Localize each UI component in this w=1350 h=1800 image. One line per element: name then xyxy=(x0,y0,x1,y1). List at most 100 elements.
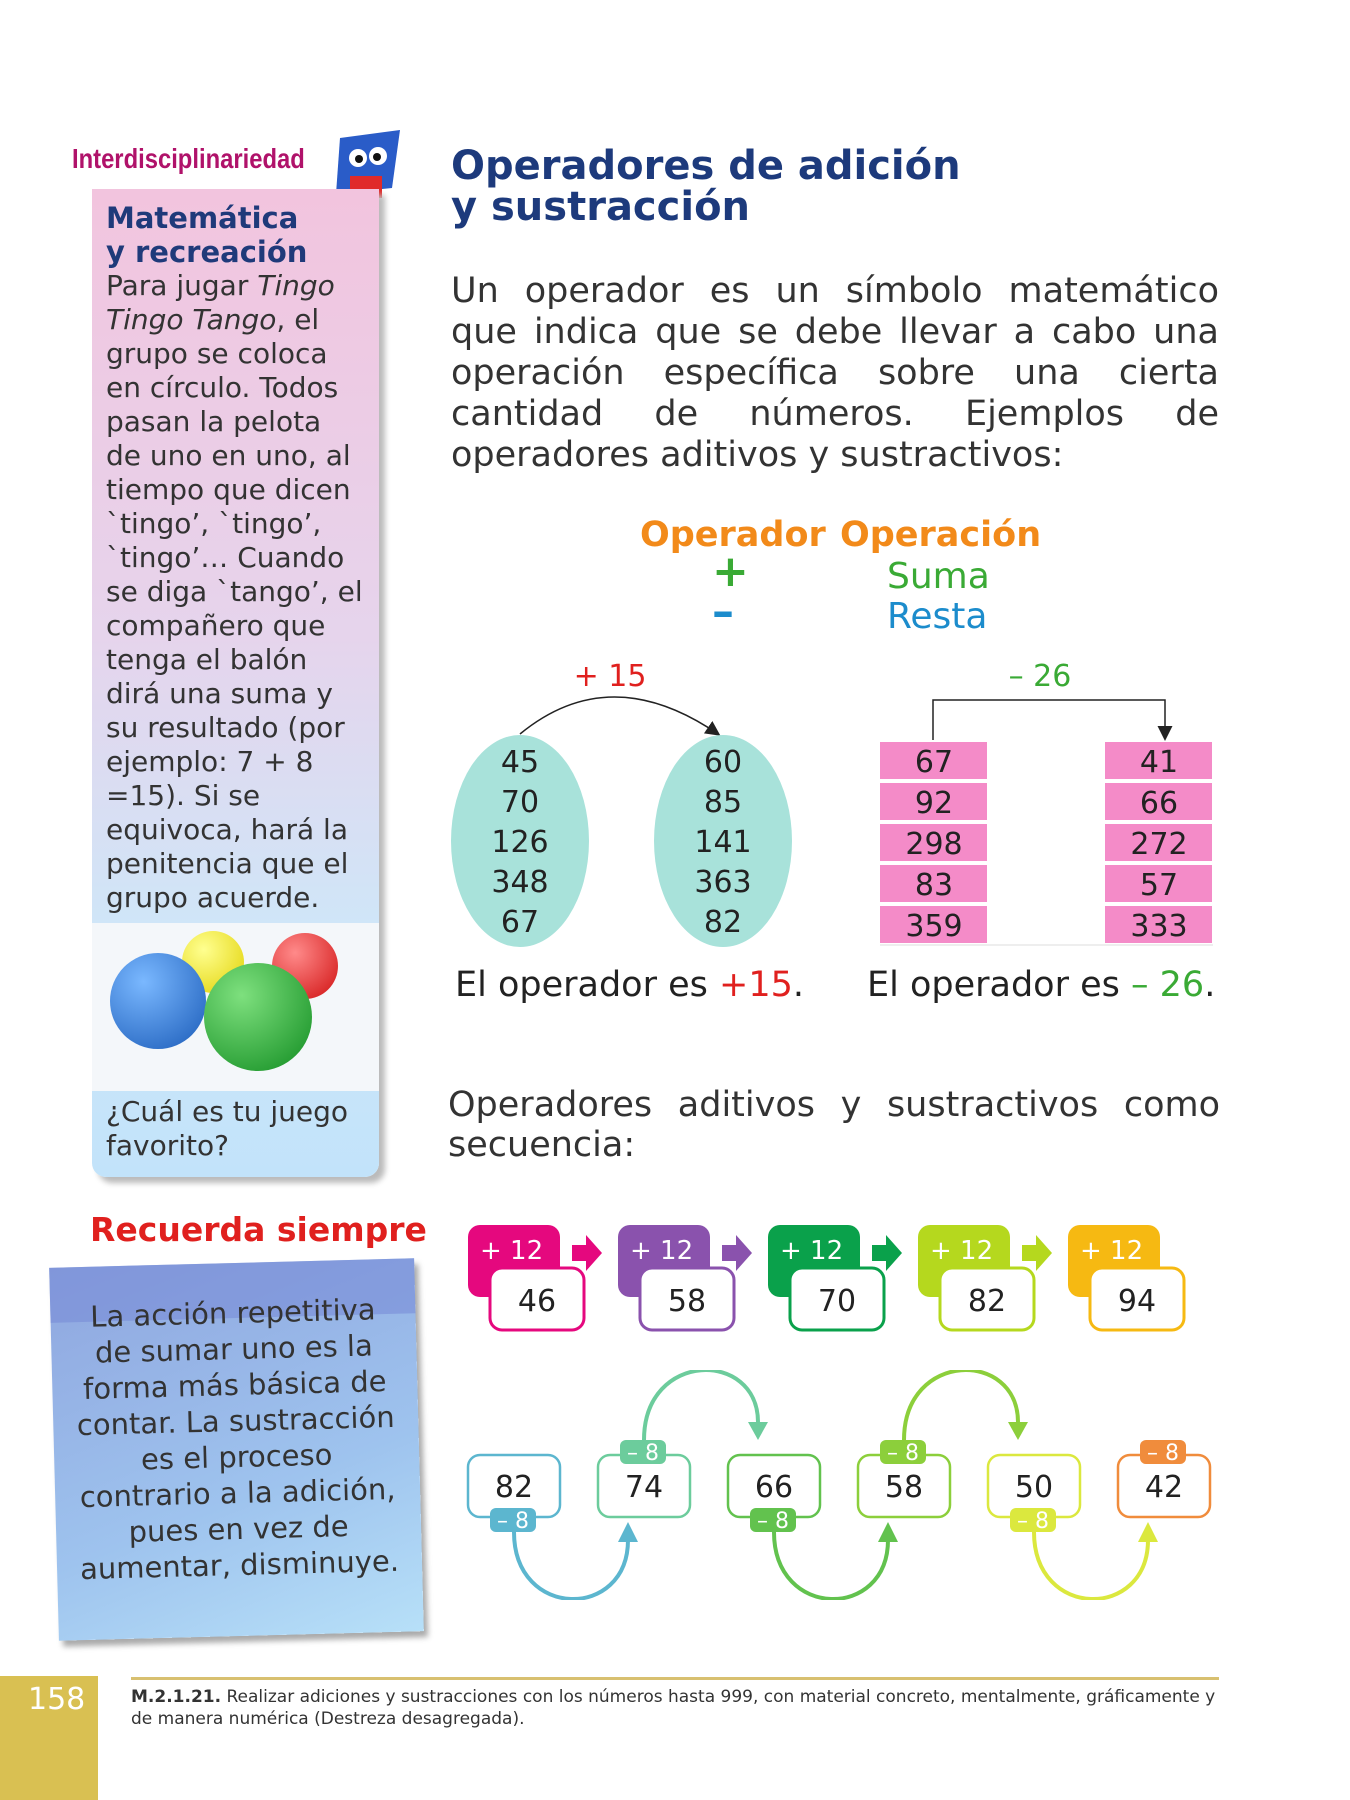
arrow-right-icon xyxy=(722,1235,752,1271)
number: 66 xyxy=(1140,786,1178,821)
number-cell xyxy=(1105,865,1212,902)
curved-arrow xyxy=(1032,1531,1150,1600)
footer-skill: M.2.1.21. Realizar adiciones y sustracci… xyxy=(131,1686,1221,1730)
number-cell xyxy=(1105,783,1212,820)
number-cell xyxy=(880,906,987,943)
caption-text: El operador es xyxy=(867,965,1132,1005)
arrowhead-icon xyxy=(1008,1422,1028,1440)
number: 272 xyxy=(1130,827,1187,862)
caption-value: +15 xyxy=(719,965,793,1005)
col-header-operation: Operación xyxy=(840,515,1042,555)
number: 41 xyxy=(1140,745,1178,780)
operator-label: – 8 xyxy=(497,1509,529,1534)
value: 82 xyxy=(495,1470,533,1505)
number: 141 xyxy=(694,825,751,860)
operator-label: + 12 xyxy=(930,1236,993,1266)
number: 92 xyxy=(915,786,953,821)
page-number: 158 xyxy=(0,1676,98,1800)
number: 70 xyxy=(501,785,539,820)
skill-text: Realizar adiciones y sustracciones con l… xyxy=(131,1687,1216,1729)
value: 58 xyxy=(668,1284,706,1319)
operator-label: + 12 xyxy=(480,1236,543,1266)
add-operator-label: + 15 xyxy=(574,659,647,694)
curved-arrow xyxy=(642,1370,760,1441)
number-cell xyxy=(1105,906,1212,943)
sub-arrow xyxy=(932,699,1173,741)
number: 67 xyxy=(501,905,539,940)
reminder-note: La acción repetitiva de sumar uno es la … xyxy=(49,1258,424,1641)
arrowhead-icon xyxy=(878,1522,898,1542)
number: 298 xyxy=(905,827,962,862)
balls-image xyxy=(92,923,379,1091)
number: 83 xyxy=(915,868,953,903)
box-heading: Matemática y recreación xyxy=(106,201,365,269)
number-cell xyxy=(880,783,987,820)
number: 60 xyxy=(704,745,742,780)
curved-arrow xyxy=(512,1531,630,1600)
operator-tag xyxy=(880,1440,926,1464)
value-box xyxy=(638,1266,736,1332)
heading-line: y recreación xyxy=(106,235,308,269)
minus-symbol: – xyxy=(712,586,734,637)
operator-tag xyxy=(1010,1508,1056,1532)
operator-label: + 12 xyxy=(780,1236,843,1266)
output-ellipse xyxy=(654,735,792,947)
operator-label: – 8 xyxy=(757,1509,789,1534)
sub-caption: El operador es – 26. xyxy=(867,965,1215,1005)
add-arrow xyxy=(519,696,721,736)
title-line: Operadores de adición xyxy=(451,143,961,189)
subtraction-sequence: 82 – 8 74 – 8 66 – 8 58 – 8 50 – 8 42 – 8 xyxy=(466,1370,1212,1600)
text: , el grupo se coloca en círculo. Todos p… xyxy=(106,303,363,914)
text: Para jugar xyxy=(106,269,258,302)
number: 363 xyxy=(694,865,751,900)
arrow-right-icon xyxy=(1022,1235,1052,1271)
operator-tag xyxy=(620,1440,666,1464)
value-box xyxy=(938,1266,1036,1332)
arrow-right-icon xyxy=(872,1235,902,1271)
footer-divider xyxy=(131,1677,1219,1680)
arrowhead-icon xyxy=(618,1522,638,1542)
operator-label: + 12 xyxy=(630,1236,693,1266)
operator-label: – 8 xyxy=(887,1441,919,1466)
arrowhead-icon xyxy=(748,1422,768,1440)
value: 50 xyxy=(1015,1470,1053,1505)
col-header-operator: Operador xyxy=(640,515,826,555)
number-cell xyxy=(880,742,987,779)
skill-code: M.2.1.21. xyxy=(131,1687,222,1707)
caption-text: El operador es xyxy=(455,965,720,1005)
input-ellipse xyxy=(451,735,589,947)
number: 67 xyxy=(915,745,953,780)
reminder-title: Recuerda siempre xyxy=(90,1210,427,1249)
value: 58 xyxy=(885,1470,923,1505)
interdisciplinary-box: Matemática y recreación Para jugar Tingo … xyxy=(92,189,379,1177)
number: 85 xyxy=(704,785,742,820)
number: 45 xyxy=(501,745,539,780)
game-name: Tingo Tingo Tango xyxy=(106,269,335,336)
number-cell xyxy=(880,865,987,902)
value-box xyxy=(488,1266,586,1332)
number: 82 xyxy=(704,905,742,940)
number-cell xyxy=(880,824,987,861)
heading-line: Matemática xyxy=(106,201,299,235)
operator-label: – 8 xyxy=(1017,1509,1049,1534)
curved-arrow xyxy=(902,1370,1020,1441)
caption-end: . xyxy=(1204,965,1216,1005)
operator-tag xyxy=(490,1508,536,1532)
arrow-right-icon xyxy=(572,1235,602,1271)
value: 94 xyxy=(1118,1284,1156,1319)
sub-operator-label: – 26 xyxy=(1009,659,1072,694)
arrowhead-icon xyxy=(1138,1522,1158,1542)
addition-sequence: + 12 46 + 12 58 + 12 70 + 12 82 + 12 94 xyxy=(468,1225,1186,1332)
operation-sum: Suma xyxy=(887,556,990,597)
number: 57 xyxy=(1140,868,1178,903)
operation-subtract: Resta xyxy=(887,596,988,637)
plus-symbol: + xyxy=(712,546,749,597)
number-cell xyxy=(1105,824,1212,861)
sequence-intro: Operadores aditivos y sustractivos como … xyxy=(448,1085,1220,1165)
page-title: Operadores de adición y sustracción xyxy=(451,146,961,228)
caption-value: – 26 xyxy=(1131,965,1205,1005)
value-box xyxy=(788,1266,886,1332)
operator-examples: + 15 45 70 126 348 67 60 85 141 363 82 – 26 67 92 2… xyxy=(451,659,1213,947)
operator-tag xyxy=(1140,1440,1186,1464)
number: 126 xyxy=(491,825,548,860)
